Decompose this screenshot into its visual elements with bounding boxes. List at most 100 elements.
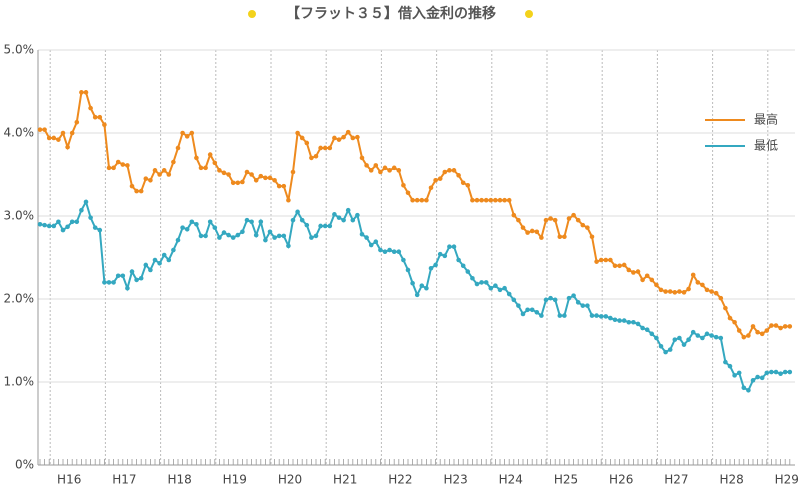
data-point — [483, 280, 489, 285]
data-point — [672, 337, 678, 342]
y-tick-label: 4.0% — [4, 126, 35, 140]
data-point — [401, 182, 406, 188]
data-point — [322, 223, 328, 229]
data-point — [502, 285, 507, 291]
data-point — [56, 137, 61, 142]
data-point — [769, 369, 774, 375]
data-point — [681, 290, 687, 295]
data-point — [281, 233, 287, 239]
data-point — [571, 212, 576, 218]
data-point — [401, 257, 406, 263]
data-point — [511, 212, 517, 218]
data-point — [171, 247, 176, 253]
series-line — [40, 91, 790, 339]
data-point — [778, 325, 783, 331]
data-point — [654, 335, 659, 341]
data-point — [166, 257, 172, 263]
data-point — [598, 314, 604, 319]
data-point — [230, 235, 236, 240]
data-point — [608, 257, 613, 263]
data-point — [778, 371, 783, 377]
data-point — [194, 155, 199, 161]
data-point — [378, 247, 383, 253]
data-point — [667, 289, 673, 294]
x-tick-label: H21 — [333, 473, 357, 487]
data-point — [654, 282, 659, 288]
data-point — [290, 217, 296, 223]
data-point — [695, 333, 701, 338]
data-point — [396, 168, 402, 173]
data-point — [355, 134, 360, 140]
data-point — [276, 183, 282, 189]
data-point — [493, 197, 498, 203]
data-point — [157, 261, 162, 266]
data-point — [217, 235, 222, 240]
data-point — [313, 233, 319, 239]
data-point — [723, 305, 728, 311]
data-point — [451, 244, 457, 250]
data-point — [709, 289, 714, 294]
data-point — [106, 165, 112, 171]
data-point — [631, 319, 636, 325]
data-point — [373, 239, 379, 245]
data-point — [548, 216, 553, 221]
data-point — [230, 180, 236, 186]
data-point — [290, 169, 296, 175]
data-point — [125, 285, 130, 291]
legend-label: 最高 — [754, 112, 778, 127]
data-point — [304, 222, 310, 228]
data-point — [336, 137, 342, 142]
data-point — [272, 178, 277, 183]
data-point — [723, 359, 728, 365]
x-tick-label: H24 — [499, 473, 523, 487]
data-point — [626, 267, 632, 273]
data-point — [97, 114, 103, 120]
data-point — [534, 229, 540, 235]
data-point — [470, 197, 475, 203]
data-point — [428, 265, 434, 271]
data-point — [663, 289, 668, 294]
data-point — [281, 183, 287, 189]
data-point — [134, 277, 139, 283]
data-point — [649, 331, 655, 337]
data-point — [773, 369, 779, 375]
data-point — [235, 180, 241, 186]
data-point — [350, 217, 356, 223]
data-point — [148, 267, 153, 273]
data-point — [677, 335, 682, 341]
data-point — [161, 168, 167, 173]
data-point — [525, 230, 530, 235]
data-point — [258, 173, 264, 179]
data-point — [138, 275, 144, 281]
data-point — [309, 235, 314, 240]
data-point — [111, 165, 116, 171]
data-point — [764, 328, 770, 333]
data-point — [226, 232, 231, 238]
data-point — [566, 295, 572, 301]
data-point — [318, 145, 323, 151]
data-point — [180, 225, 185, 230]
data-point — [299, 135, 305, 141]
data-point — [198, 233, 204, 239]
data-point — [51, 135, 57, 141]
data-point — [115, 273, 121, 279]
data-point — [589, 234, 595, 240]
data-point — [649, 277, 655, 283]
data-point — [759, 375, 765, 381]
x-tick-label: H19 — [223, 473, 247, 487]
data-point — [465, 182, 471, 188]
data-point — [511, 297, 517, 303]
data-point — [304, 140, 310, 146]
data-point — [575, 300, 581, 305]
data-point — [658, 287, 664, 293]
data-point — [152, 168, 158, 173]
data-point — [74, 219, 80, 225]
title-dot — [525, 10, 533, 18]
data-point — [759, 331, 765, 337]
data-point — [447, 244, 452, 250]
data-point — [79, 207, 84, 213]
data-point — [488, 197, 494, 203]
data-point — [46, 135, 52, 141]
data-point — [640, 325, 645, 331]
data-point — [115, 159, 121, 165]
